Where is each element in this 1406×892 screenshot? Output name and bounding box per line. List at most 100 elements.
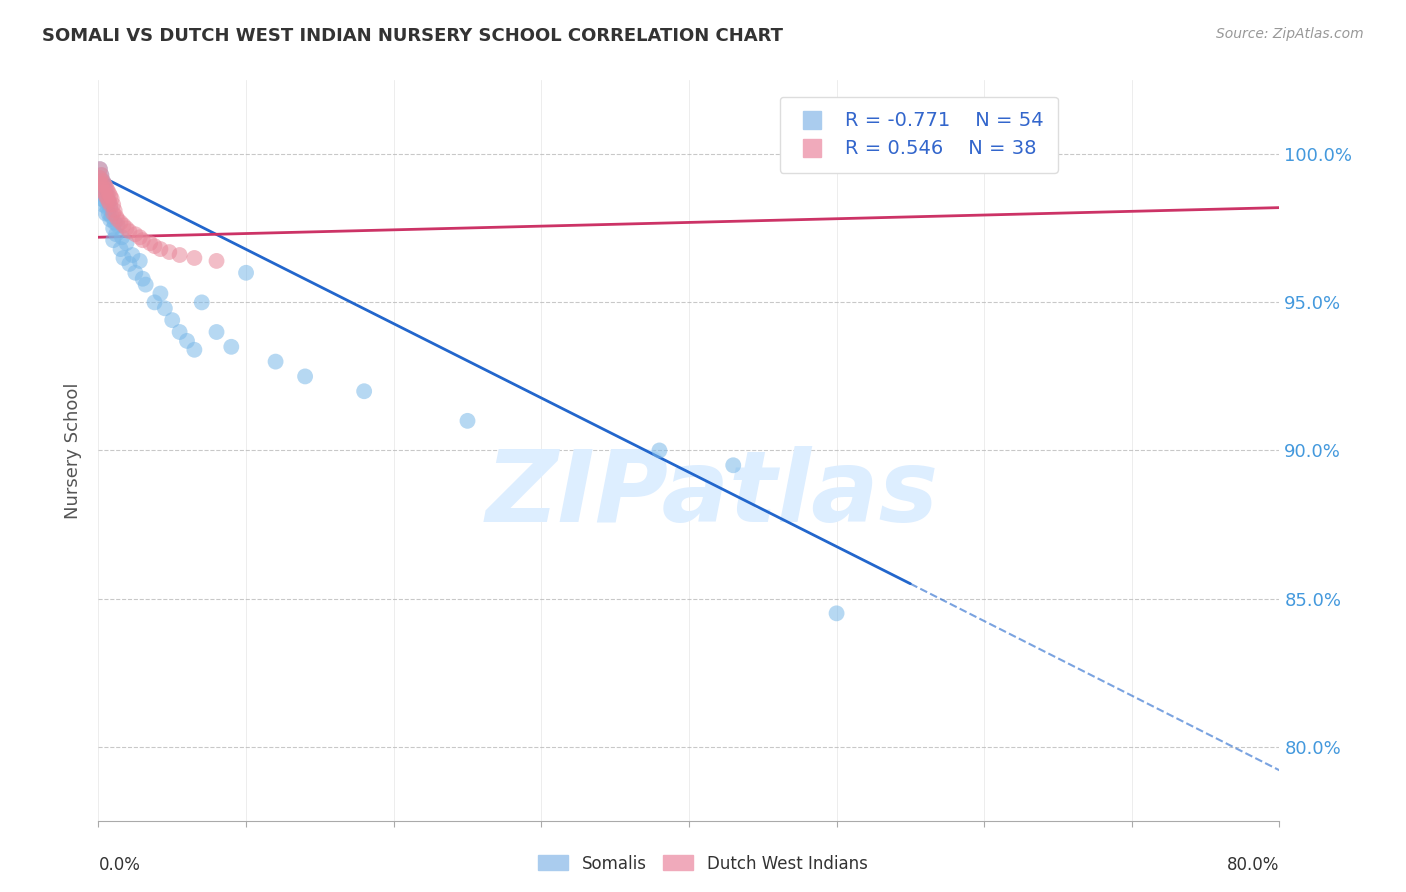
Point — [457, 414, 479, 428]
Point — [100, 192, 122, 206]
Legend: R = -0.771    N = 54, R = 0.546    N = 38: R = -0.771 N = 54, R = 0.546 N = 38 — [780, 96, 1057, 173]
Y-axis label: Nursery School: Nursery School — [65, 382, 83, 519]
Point — [112, 219, 135, 233]
Point — [94, 180, 117, 194]
Text: Source: ZipAtlas.com: Source: ZipAtlas.com — [1216, 27, 1364, 41]
Point — [89, 162, 111, 177]
Point — [96, 201, 118, 215]
Point — [89, 171, 111, 186]
Point — [169, 248, 191, 262]
Point — [112, 251, 135, 265]
Point — [98, 197, 121, 211]
Point — [90, 168, 112, 182]
Point — [1018, 153, 1040, 168]
Text: SOMALI VS DUTCH WEST INDIAN NURSERY SCHOOL CORRELATION CHART: SOMALI VS DUTCH WEST INDIAN NURSERY SCHO… — [42, 27, 783, 45]
Point — [723, 458, 745, 473]
Point — [103, 221, 125, 235]
Point — [105, 227, 128, 242]
Point — [105, 210, 128, 224]
Point — [89, 162, 111, 177]
Point — [91, 186, 114, 200]
Point — [118, 224, 141, 238]
Point — [157, 245, 180, 260]
Point — [97, 194, 120, 209]
Point — [107, 212, 129, 227]
Point — [191, 295, 214, 310]
Point — [143, 295, 166, 310]
Point — [153, 301, 176, 316]
Point — [294, 369, 316, 384]
Point — [149, 242, 172, 256]
Point — [103, 197, 125, 211]
Point — [128, 254, 150, 268]
Point — [149, 286, 172, 301]
Point — [235, 266, 257, 280]
Point — [90, 192, 112, 206]
Point — [121, 248, 143, 262]
Point — [94, 194, 117, 209]
Point — [1002, 150, 1025, 164]
Point — [128, 230, 150, 244]
Point — [205, 325, 228, 339]
Point — [98, 212, 121, 227]
Point — [115, 221, 138, 235]
Point — [103, 233, 125, 247]
Point — [135, 277, 157, 292]
Point — [98, 201, 121, 215]
Point — [115, 236, 138, 251]
Point — [93, 177, 115, 191]
Point — [91, 174, 114, 188]
Point — [94, 183, 117, 197]
Point — [183, 343, 205, 357]
Point — [169, 325, 191, 339]
Point — [183, 251, 205, 265]
Point — [97, 206, 120, 220]
Point — [176, 334, 198, 348]
Legend: Somalis, Dutch West Indians: Somalis, Dutch West Indians — [531, 848, 875, 880]
Point — [124, 266, 146, 280]
Text: ZIPatlas: ZIPatlas — [486, 446, 939, 543]
Point — [139, 236, 162, 251]
Point — [97, 194, 120, 209]
Point — [91, 174, 114, 188]
Point — [825, 607, 848, 621]
Point — [132, 271, 155, 285]
Point — [205, 254, 228, 268]
Point — [107, 219, 129, 233]
Point — [111, 230, 134, 244]
Point — [90, 180, 112, 194]
Point — [97, 186, 120, 200]
Point — [93, 186, 115, 200]
Point — [96, 188, 118, 202]
Point — [143, 239, 166, 253]
Point — [96, 192, 118, 206]
Point — [110, 215, 132, 229]
Point — [89, 171, 111, 186]
Point — [90, 177, 112, 191]
Point — [264, 354, 287, 368]
Point — [93, 188, 115, 202]
Point — [91, 197, 114, 211]
Point — [132, 233, 155, 247]
Text: 80.0%: 80.0% — [1227, 856, 1279, 874]
Point — [221, 340, 243, 354]
Point — [104, 215, 127, 229]
Point — [94, 206, 117, 220]
Point — [103, 206, 125, 220]
Point — [648, 443, 671, 458]
Point — [89, 183, 111, 197]
Point — [93, 177, 115, 191]
Point — [118, 257, 141, 271]
Point — [353, 384, 375, 399]
Point — [96, 183, 118, 197]
Text: 0.0%: 0.0% — [98, 856, 141, 874]
Point — [124, 227, 146, 242]
Point — [98, 188, 121, 202]
Point — [90, 168, 112, 182]
Point — [162, 313, 183, 327]
Point — [91, 183, 114, 197]
Point — [94, 188, 117, 202]
Point — [104, 203, 127, 218]
Point — [100, 210, 122, 224]
Point — [110, 242, 132, 256]
